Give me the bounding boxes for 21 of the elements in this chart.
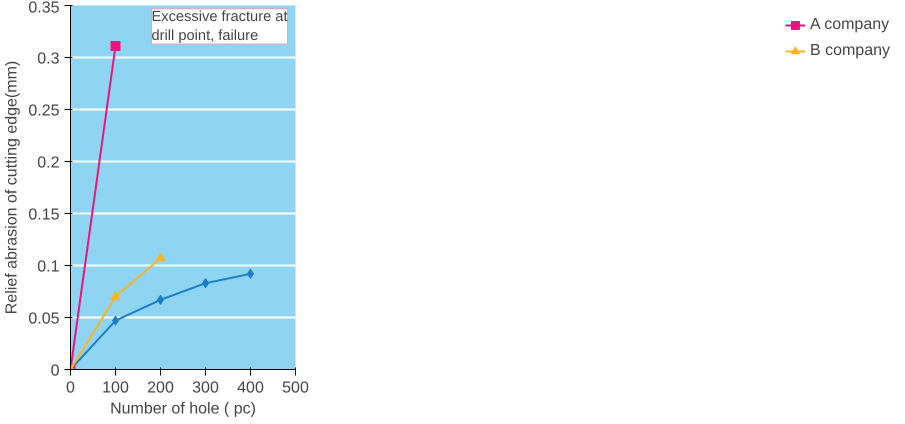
x-tick-label: 100 [102, 380, 129, 396]
x-tick-label: 300 [192, 380, 219, 396]
x-tick-label: 200 [147, 380, 174, 396]
y-tick-label: 0 [50, 362, 60, 380]
y-tick-label: 0.3 [37, 50, 60, 68]
point [110, 291, 120, 300]
y-tick-label: 0.25 [28, 102, 60, 120]
legend-label: A company [810, 16, 890, 34]
y-tick-label: 0.2 [37, 154, 60, 172]
y-tick-label: 0.15 [28, 206, 60, 224]
x-axis-title: Number of hole ( pc) [110, 400, 256, 418]
legend-label: B company [810, 42, 890, 60]
y-axis-title: Relief abrasion of cutting edge(mm) [3, 60, 20, 314]
y-tick-label: 0.35 [28, 0, 60, 16]
point [156, 252, 166, 262]
x-tick-label: 400 [237, 380, 264, 396]
x-tick-label: 0 [66, 380, 76, 396]
y-tick-label: 0.1 [37, 258, 60, 276]
y-tick-label: 0.05 [28, 310, 60, 328]
x-tick-label: 500 [282, 380, 309, 396]
annotation: Excessive fracture at drill point, failure [152, 8, 288, 44]
